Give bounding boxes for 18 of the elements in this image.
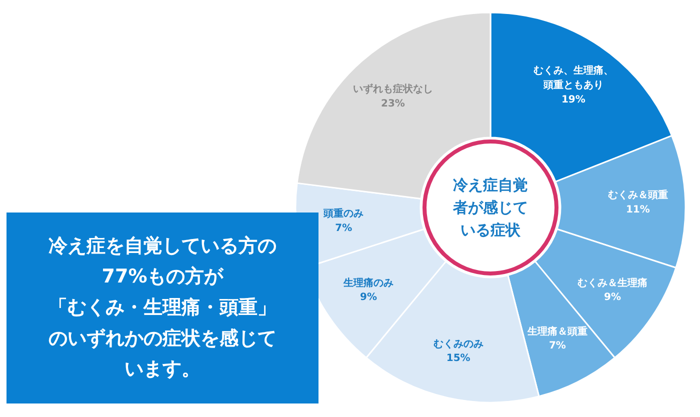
slice-label: むくみのみ bbox=[433, 338, 484, 350]
slice-label: むくみ＆生理痛 bbox=[577, 276, 648, 289]
data-label: 7% bbox=[335, 223, 352, 234]
slice-label: いずれも症状なし bbox=[352, 83, 433, 96]
data-label: 9% bbox=[360, 292, 377, 304]
slice-label: むくみ、生理痛、頭重ともあり bbox=[533, 64, 614, 92]
slice-label: 生理痛＆頭重 bbox=[526, 325, 588, 338]
data-label: 11% bbox=[626, 204, 650, 216]
data-label: 9% bbox=[604, 292, 621, 304]
data-label: 23% bbox=[380, 98, 405, 110]
data-label: 7% bbox=[548, 340, 566, 352]
slice-label: 頭重のみ bbox=[322, 208, 364, 220]
slice-label: 生理痛のみ bbox=[342, 276, 394, 289]
slice-label: むくみ＆頭重 bbox=[608, 189, 668, 202]
data-label: 19% bbox=[561, 94, 586, 106]
text: 冷え症を自覚している方の77%もの方が「むくみ・生理痛・頭重」のいずれかの症状を感じています。 bbox=[48, 234, 276, 380]
text: 冷え症自覚者が感じている症状 bbox=[452, 176, 528, 239]
data-label: 15% bbox=[446, 353, 470, 364]
